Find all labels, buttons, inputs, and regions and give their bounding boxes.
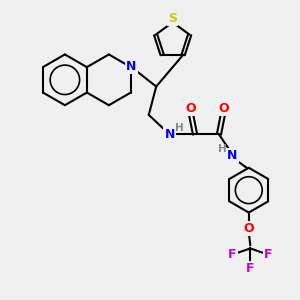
Text: O: O: [244, 222, 254, 235]
Text: O: O: [218, 102, 229, 115]
Text: S: S: [168, 12, 177, 25]
Text: F: F: [228, 248, 237, 262]
Text: H: H: [218, 144, 227, 154]
Text: F: F: [246, 262, 254, 275]
Text: O: O: [185, 102, 196, 115]
Text: F: F: [264, 248, 272, 262]
Text: N: N: [164, 128, 175, 141]
Text: N: N: [126, 60, 136, 73]
Text: N: N: [227, 149, 238, 162]
Text: H: H: [175, 123, 184, 133]
